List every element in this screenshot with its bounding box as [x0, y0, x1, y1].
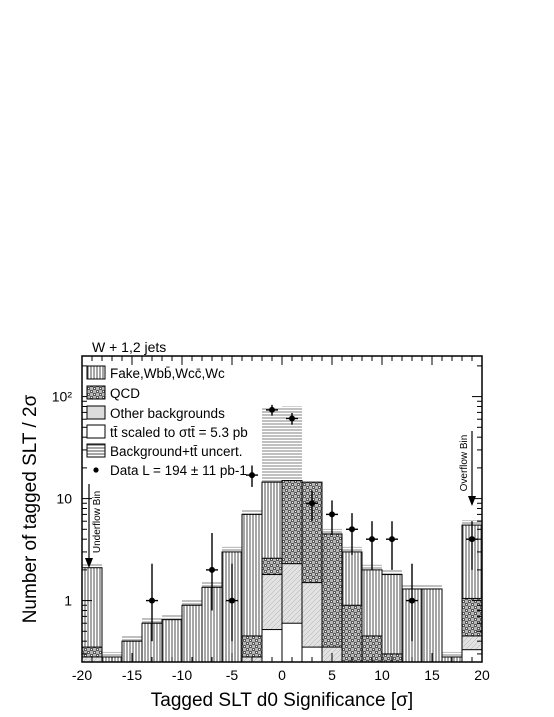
- data-marker: [469, 536, 475, 543]
- x-tick-label: 5: [328, 667, 336, 683]
- data-marker: [329, 511, 335, 518]
- data-marker: [369, 536, 375, 543]
- data-point: [206, 532, 218, 611]
- y-tick-label: 1: [64, 593, 72, 609]
- data-point: [466, 521, 478, 570]
- underflow-label: Underflow Bin: [92, 491, 103, 553]
- underflow-annotation: Underflow Bin: [85, 484, 103, 568]
- data-point: [286, 413, 298, 425]
- data-marker: [249, 472, 255, 479]
- data-point: [366, 521, 378, 570]
- data-point: [306, 490, 318, 522]
- data-marker: [409, 597, 415, 604]
- legend-label-uncert: Background+tt̄ uncert.: [110, 444, 242, 459]
- data-point: [386, 521, 398, 570]
- x-tick-label: -5: [226, 667, 239, 683]
- bar-vertical-hatch: [381, 574, 403, 663]
- y-axis: 1 10 10²: [52, 365, 482, 655]
- data-point: [326, 500, 338, 535]
- legend: Fake,Wbb̄,Wcc̄,Wc QCD Other backgrounds …: [86, 365, 248, 478]
- x-tick-label: -15: [122, 667, 142, 683]
- legend-swatch-other: [86, 405, 106, 420]
- data-points: [146, 404, 478, 642]
- data-point: [406, 563, 418, 642]
- bar-vertical-hatch: [161, 619, 183, 663]
- bar-vertical-hatch: [181, 604, 203, 663]
- underflow-arrow-icon: [85, 558, 93, 568]
- data-point: [266, 404, 278, 416]
- x-tick-label: 10: [374, 667, 390, 683]
- legend-label-other: Other backgrounds: [110, 406, 225, 421]
- data-point: [246, 465, 258, 487]
- bar-open: [281, 622, 303, 663]
- data-marker: [349, 526, 355, 533]
- uncertainty-band: [262, 407, 282, 487]
- data-marker: [309, 500, 315, 507]
- legend-swatch-qcd: [86, 385, 106, 400]
- legend-marker-data: [93, 467, 99, 473]
- data-marker: [389, 536, 395, 543]
- x-axis-label: Tagged SLT d0 Significance [σ]: [151, 690, 413, 711]
- data-point: [146, 563, 158, 642]
- x-tick-label: 20: [474, 667, 490, 683]
- legend-label-ttbar: tt̄ scaled to σtt̄ = 5.3 pb: [110, 425, 248, 440]
- legend-label-data: Data L = 194 ± 11 pb-1: [110, 463, 247, 478]
- legend-label-qcd: QCD: [110, 386, 140, 401]
- data-marker: [289, 415, 295, 422]
- x-tick-label: -10: [172, 667, 192, 683]
- data-point: [346, 513, 358, 555]
- legend-swatch-fake: [86, 365, 106, 380]
- bar-vertical-hatch: [421, 588, 443, 663]
- data-marker: [149, 597, 155, 604]
- y-tick-label: 10: [56, 491, 72, 507]
- data-marker: [209, 566, 215, 573]
- x-axis: -20 -15 -10 -5 0 5 10 15 20: [72, 356, 490, 683]
- y-tick-label: 10²: [52, 389, 73, 405]
- overflow-arrow-icon: [468, 496, 476, 506]
- x-tick-label: -20: [72, 667, 92, 683]
- legend-swatch-ttbar: [86, 424, 106, 439]
- overflow-annotation: Overflow Bin: [459, 431, 476, 506]
- y-axis-label: Number of tagged SLT / 2σ: [20, 394, 41, 623]
- legend-label-fake: Fake,Wbb̄,Wcc̄,Wc: [110, 366, 225, 381]
- bar-checker: [341, 604, 363, 663]
- data-marker: [269, 406, 275, 413]
- data-point: [226, 563, 238, 642]
- legend-swatch-uncert: [86, 443, 106, 458]
- chart-title: W + 1,2 jets: [92, 339, 166, 355]
- uncertainty-band: [282, 406, 302, 486]
- x-tick-label: 15: [424, 667, 440, 683]
- x-tick-label: 0: [278, 667, 286, 683]
- overflow-label: Overflow Bin: [459, 435, 470, 492]
- data-marker: [229, 597, 235, 604]
- bar-checker: [321, 533, 343, 663]
